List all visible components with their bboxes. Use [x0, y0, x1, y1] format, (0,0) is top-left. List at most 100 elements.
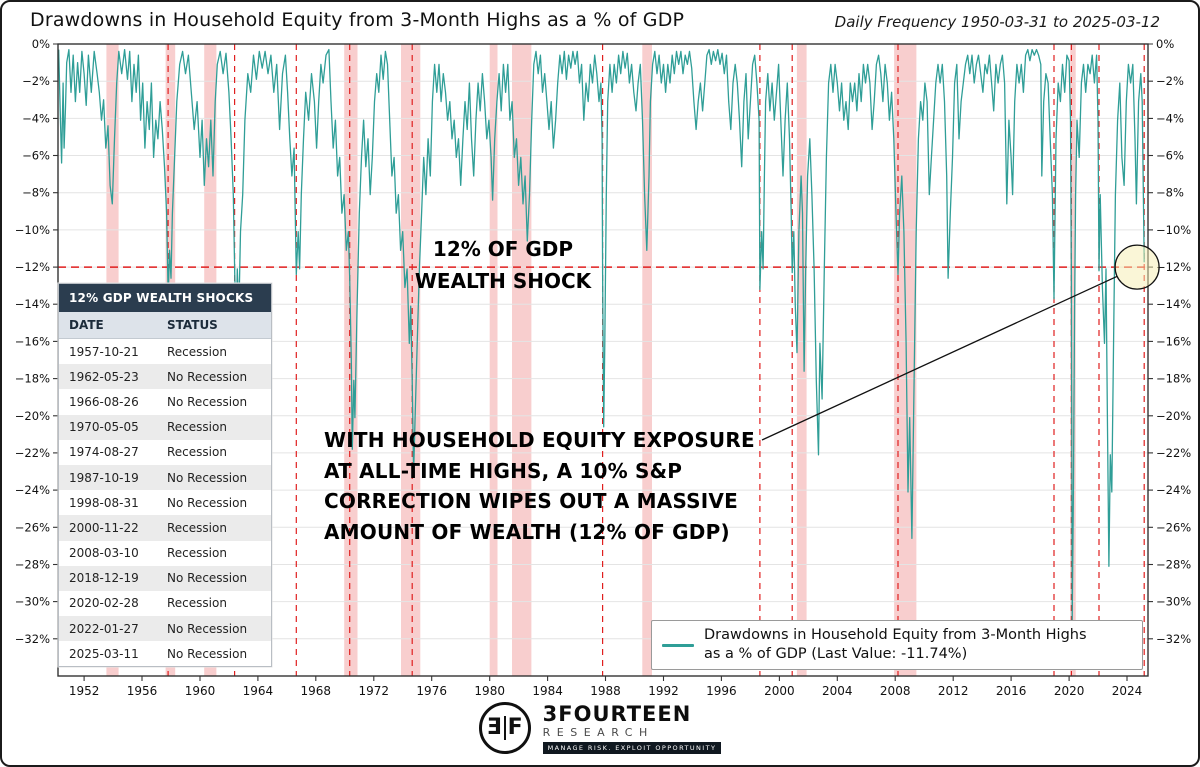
y-axis-label-right: −16% [1156, 334, 1191, 348]
table-row: 1970-05-05 Recession [59, 414, 271, 440]
main-annotation-line: AT ALL-TIME HIGHS, A 10% S&P [324, 458, 683, 483]
table-row: 2000-11-22 Recession [59, 515, 271, 541]
main-annotation-line: AMOUNT OF WEALTH (12% OF GDP) [324, 519, 730, 544]
brand-tagline: MANAGE RISK. EXPLOIT OPPORTUNITY [542, 741, 722, 754]
shock-status-cell: No Recession [167, 369, 248, 384]
y-axis-label-right: −10% [1156, 223, 1191, 237]
y-axis-label-right: −8% [1156, 186, 1184, 200]
y-axis-label-left: −30% [15, 595, 50, 609]
wealth-shock-annotation: 12% OF GDP WEALTH SHOCK [370, 233, 636, 297]
logo-glyph-left: Ǝ [486, 715, 502, 740]
y-axis-label-left: −16% [15, 334, 50, 348]
y-axis-label-right: −12% [1156, 260, 1191, 274]
recession-band [642, 44, 652, 676]
drawdown-series [58, 48, 1145, 621]
shock-status-cell: Recession [167, 520, 227, 535]
shock-date-cell: 2022-01-27 [69, 621, 139, 636]
table-row: 2020-02-28 Recession [59, 590, 271, 617]
y-axis-label-left: −32% [15, 632, 50, 646]
y-axis-label-left: −20% [15, 409, 50, 423]
y-axis-label-left: −6% [22, 149, 50, 163]
recession-band [489, 44, 498, 676]
shock-date-cell: 1974-08-27 [69, 445, 139, 460]
shock-date-cell: 1966-08-26 [69, 394, 139, 409]
threefourteen-logo-icon: Ǝ F [478, 702, 531, 754]
shock-date-cell: 1987-10-19 [69, 470, 139, 485]
x-axis-label: 1988 [590, 684, 621, 698]
shock-status-cell: No Recession [167, 495, 248, 510]
shock-date-cell: 2020-02-28 [69, 596, 139, 611]
recession-band [512, 44, 532, 676]
brand-footer: Ǝ F 3FOURTEEN RESEARCH MANAGE RISK. EXPL… [2, 702, 1198, 754]
table-row: 1957-10-21 Recession [59, 339, 271, 365]
x-axis-label: 1976 [416, 684, 447, 698]
shock-date-cell: 1970-05-05 [69, 420, 139, 435]
x-axis-label: 1984 [532, 684, 563, 698]
x-axis-label: 1996 [706, 684, 737, 698]
recession-band [796, 44, 807, 676]
y-axis-label-right: −2% [1156, 74, 1184, 88]
y-axis-label-right: −24% [1156, 483, 1191, 497]
column-header-status: STATUS [167, 318, 218, 332]
shock-date-cell: 2000-11-22 [69, 520, 139, 535]
x-axis-label: 2024 [1112, 684, 1143, 698]
shock-status-cell: No Recession [167, 470, 248, 485]
table-row: 2008-03-10 Recession [59, 540, 271, 566]
main-annotation-line: CORRECTION WIPES OUT A MASSIVE [324, 489, 738, 513]
shock-date-cell: 1998-08-31 [69, 495, 139, 510]
frequency-subtitle: Daily Frequency 1950-03-31 to 2025-03-12 [834, 13, 1160, 31]
y-axis-label-left: −10% [15, 223, 50, 237]
shock-status-cell: Recession [167, 344, 227, 359]
wealth-shock-annotation-line1: 12% OF GDP [432, 237, 574, 261]
last-value-highlight-circle [1114, 244, 1160, 290]
page-title: Drawdowns in Household Equity from 3-Mon… [30, 9, 685, 31]
y-axis-label-right: −20% [1156, 409, 1191, 423]
x-axis-label: 2020 [1054, 684, 1085, 698]
shock-status-cell: No Recession [167, 394, 248, 409]
shock-date-cell: 2008-03-10 [69, 546, 139, 561]
title-row: Drawdowns in Household Equity from 3-Mon… [2, 2, 1198, 32]
x-axis-label: 1964 [243, 684, 274, 698]
y-axis-label-right: −32% [1156, 632, 1191, 646]
table-row: 1974-08-27 Recession [59, 439, 271, 465]
shock-status-cell: Recession [167, 445, 227, 460]
table-header-row: DATE STATUS [59, 312, 271, 339]
recession-band [1070, 44, 1076, 676]
table-row: 1962-05-23 No Recession [59, 364, 271, 390]
shock-date-cell: 1957-10-21 [69, 344, 139, 359]
x-axis-label: 1952 [69, 684, 100, 698]
y-axis-label-right: 0% [1156, 37, 1174, 51]
y-axis-label-right: −18% [1156, 372, 1191, 386]
y-axis-label-left: −26% [15, 520, 50, 534]
x-axis-label: 1980 [474, 684, 505, 698]
wealth-shocks-table: 12% GDP WEALTH SHOCKS DATE STATUS 1957-1… [58, 283, 272, 668]
brand-subname: RESEARCH [542, 725, 654, 739]
y-axis-label-right: −22% [1156, 446, 1191, 460]
shock-status-cell: No Recession [167, 621, 248, 636]
shock-date-cell: 1962-05-23 [69, 369, 139, 384]
table-row: 1987-10-19 No Recession [59, 464, 271, 491]
y-axis-label-right: −26% [1156, 520, 1191, 534]
legend: Drawdowns in Household Equity from 3-Mon… [651, 620, 1143, 670]
y-axis-label-right: −4% [1156, 111, 1184, 125]
logo-divider [503, 716, 506, 740]
legend-label-line2: as a % of GDP (Last Value: -11.74%) [704, 646, 968, 662]
y-axis-label-left: −14% [15, 297, 50, 311]
x-axis-label: 1992 [648, 684, 679, 698]
legend-text: Drawdowns in Household Equity from 3-Mon… [704, 626, 1087, 664]
table-body: 1957-10-21 Recession 1962-05-23 No Recessio… [59, 339, 271, 667]
x-axis-label: 2004 [822, 684, 853, 698]
x-axis-label: 1968 [301, 684, 332, 698]
legend-line-swatch [662, 643, 694, 647]
y-axis-label-right: −30% [1156, 595, 1191, 609]
y-axis-label-right: −28% [1156, 558, 1191, 572]
x-axis-label: 1956 [127, 684, 158, 698]
shock-date-cell: 2025-03-11 [69, 646, 139, 661]
y-axis-label-right: −14% [1156, 297, 1191, 311]
callout-connector-line [761, 275, 1118, 441]
main-annotation: WITH HOUSEHOLD EQUITY EXPOSURE AT ALL-TIM… [324, 425, 794, 547]
shock-status-cell: No Recession [167, 646, 248, 661]
y-axis-label-left: −4% [22, 111, 50, 125]
x-axis-label: 2008 [880, 684, 911, 698]
